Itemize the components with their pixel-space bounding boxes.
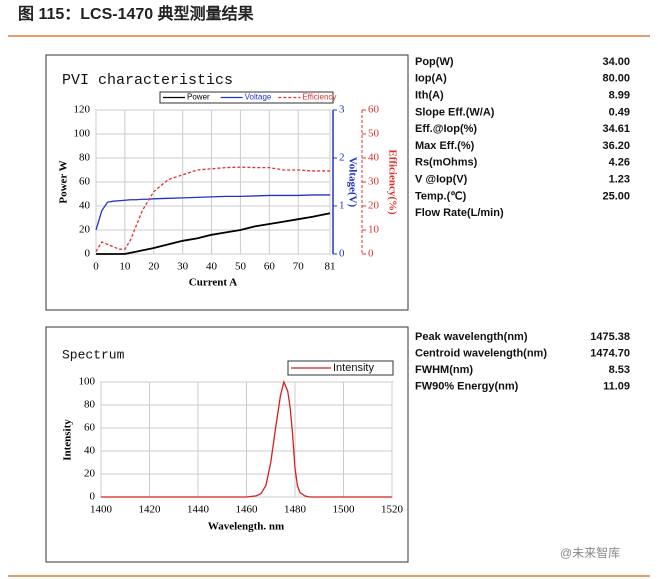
y-tick-label: 120 [74,104,91,116]
page-title: 图 115：LCS-1470 典型测量结果 [18,4,254,23]
y2-tick-label: 3 [339,104,345,116]
x-axis-label: Current A [189,277,237,289]
legend-box [159,91,334,104]
param-value: 36.20 [602,140,630,152]
chart-title: Spectrum [62,347,125,362]
y-tick-label: 40 [79,200,91,212]
legend-label: Efficiency [302,93,336,102]
param-label: Temp.(℃) [415,190,467,202]
x-tick-label: 30 [177,261,189,273]
param-label: Rs(mOhms) [415,157,478,169]
y-tick-label: 0 [90,491,96,503]
param-value: 34.61 [602,123,630,135]
y3-tick-label: 30 [368,176,380,188]
y3-axis-label: Efficiency(%) [386,149,398,215]
y-tick-label: 80 [84,399,96,411]
x-tick-label: 1440 [187,504,210,516]
y-tick-label: 20 [84,468,96,480]
param-value: 34.00 [602,56,630,68]
param-label: Iop(A) [415,73,447,85]
param-label: Peak wavelength(nm) [415,331,528,343]
x-tick-label: 81 [325,261,336,273]
param-label: FW90% Energy(nm) [415,380,519,392]
y2-tick-label: 2 [339,152,345,164]
param-value: 1.23 [609,174,630,186]
y3-tick-label: 40 [368,152,380,164]
param-label: Flow Rate(L/min) [415,207,504,219]
param-value: 1474.70 [590,347,630,359]
legend-box [287,360,394,376]
y-tick-label: 100 [79,376,96,388]
series-line [95,166,330,252]
y3-tick-label: 60 [368,104,380,116]
chart-title: PVI characteristics [62,72,233,89]
watermark: @未来智库 [560,545,620,560]
x-tick-label: 40 [206,261,218,273]
y2-tick-label: 1 [339,200,345,212]
series-line [101,379,392,498]
x-tick-label: 60 [264,261,276,273]
legend-label: Power [187,93,210,102]
y-tick-label: 100 [74,128,91,140]
y3-tick-label: 50 [368,128,380,140]
param-label: Ith(A) [415,90,444,102]
y-tick-label: 80 [79,152,91,164]
param-value: 25.00 [602,190,630,202]
x-tick-label: 70 [293,261,305,273]
y3-tick-label: 10 [368,224,380,236]
param-value: 80.00 [602,73,630,85]
x-tick-label: 10 [119,261,131,273]
param-value: 1475.38 [590,331,630,343]
param-label: FWHM(nm) [415,364,473,376]
x-tick-label: 1400 [90,504,113,516]
y-tick-label: 60 [84,422,96,434]
param-label: Max Eff.(%) [415,140,475,152]
param-label: Eff.@Iop(%) [415,123,477,135]
x-tick-label: 20 [148,261,160,273]
param-label: Centroid wavelength(nm) [415,347,547,359]
y-axis-label: Intensity [62,419,74,461]
param-value: 8.99 [609,90,630,102]
param-value: 8.53 [609,364,630,376]
y2-axis-label: Voltage(V) [346,157,358,208]
y-tick-label: 0 [85,248,91,260]
param-label: V @Iop(V) [415,174,468,186]
legend-label: Intensity [333,362,374,374]
param-value: 11.09 [603,380,630,392]
y3-tick-label: 0 [368,248,374,260]
y-tick-label: 60 [79,176,91,188]
x-tick-label: 1500 [333,504,356,516]
x-tick-label: 1480 [284,504,307,516]
series-line [96,212,331,255]
y2-tick-label: 0 [339,248,345,260]
x-axis-label: Wavelength. nm [208,521,284,533]
y-tick-label: 20 [79,224,91,236]
x-tick-label: 1420 [139,504,162,516]
x-tick-label: 50 [235,261,247,273]
x-tick-label: 0 [93,261,99,273]
x-tick-label: 1520 [381,504,404,516]
x-tick-label: 1460 [236,504,259,516]
param-value: 4.26 [609,157,630,169]
param-label: Pop(W) [415,56,454,68]
param-label: Slope Eff.(W/A) [415,106,495,118]
param-value: 0.49 [609,106,630,118]
legend-label: Voltage [245,93,272,102]
y-axis-label: Power W [58,160,70,203]
y-tick-label: 40 [84,445,96,457]
y3-tick-label: 20 [368,200,380,212]
series-line [95,194,330,231]
